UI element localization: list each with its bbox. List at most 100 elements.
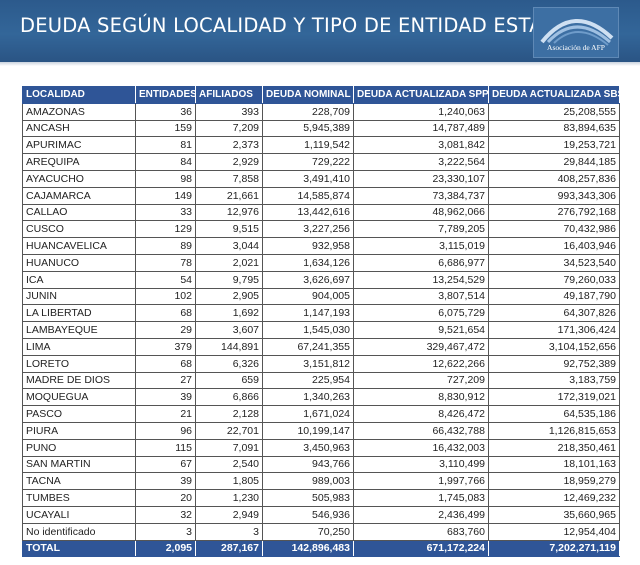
cell-value: 3,491,410 bbox=[262, 169, 354, 188]
cell-value: 129 bbox=[135, 220, 196, 239]
table-row: LAMBAYEQUE 29 3,607 1,545,030 9,521,654 171,3… bbox=[22, 321, 620, 339]
total-row: TOTAL 2,095 287,167 142,896,483 671,172,224 7… bbox=[22, 539, 620, 558]
cell-value: 6,686,977 bbox=[353, 253, 489, 272]
table-row: No identificado 3 3 70,250 683,760 12,954,404 bbox=[22, 522, 620, 541]
cell-value: 7,858 bbox=[195, 169, 263, 188]
table-row: PUNO 115 7,091 3,450,963 16,432,003 218,350,4… bbox=[22, 438, 620, 457]
cell-value: 943,766 bbox=[262, 455, 354, 474]
cell-value: 18,959,279 bbox=[488, 472, 620, 491]
cell-value: 12,622,266 bbox=[353, 354, 489, 373]
cell-value: 16,403,946 bbox=[488, 237, 620, 255]
cell-value: 659 bbox=[195, 371, 263, 390]
cell-value: 96 bbox=[135, 421, 196, 440]
cell-value: 12,954,404 bbox=[488, 522, 620, 541]
cell-value: 144,891 bbox=[195, 337, 263, 356]
cell-localidad: ANCASH bbox=[22, 119, 136, 138]
cell-value: 7,789,205 bbox=[353, 220, 489, 239]
table-row: JUNIN 102 2,905 904,005 3,807,514 49,187,790 bbox=[22, 287, 620, 306]
cell-value: 67 bbox=[135, 455, 196, 474]
cell-value: 9,795 bbox=[195, 270, 263, 289]
table-row: LORETO 68 6,326 3,151,812 12,622,266 92,752,3… bbox=[22, 354, 620, 373]
cell-value: 1,997,766 bbox=[353, 472, 489, 491]
cell-value: 73,384,737 bbox=[353, 186, 489, 205]
cell-value: 70,250 bbox=[262, 522, 354, 541]
cell-value: 23,330,107 bbox=[353, 169, 489, 188]
cell-value: 1,119,542 bbox=[262, 136, 354, 155]
cell-value: 10,199,147 bbox=[262, 421, 354, 440]
page-title: DEUDA SEGÚN LOCALIDAD Y TIPO DE ENTIDAD … bbox=[20, 14, 577, 37]
cell-value: 3,807,514 bbox=[353, 287, 489, 306]
cell-localidad: LA LIBERTAD bbox=[22, 304, 136, 323]
cell-localidad: APURIMAC bbox=[22, 136, 136, 155]
cell-value: 102 bbox=[135, 287, 196, 306]
cell-localidad: MADRE DE DIOS bbox=[22, 371, 136, 390]
table-row: HUANCAVELICA 89 3,044 932,958 3,115,019 16,40… bbox=[22, 237, 620, 255]
cell-value: 19,253,721 bbox=[488, 136, 620, 155]
table-row: AMAZONAS 36 393 228,709 1,240,063 25,208,555 bbox=[22, 102, 620, 121]
debt-table: LOCALIDAD ENTIDADES AFILIADOS DEUDA NOMINAL… bbox=[22, 86, 620, 558]
cell-localidad: ICA bbox=[22, 270, 136, 289]
cell-localidad: TOTAL bbox=[22, 539, 136, 558]
cell-value: 1,126,815,653 bbox=[488, 421, 620, 440]
cell-value: 84 bbox=[135, 153, 196, 171]
cell-value: 35,660,965 bbox=[488, 505, 620, 524]
cell-value: 546,936 bbox=[262, 505, 354, 524]
table-row: UCAYALI 32 2,949 546,936 2,436,499 35,660,965 bbox=[22, 505, 620, 524]
cell-value: 1,545,030 bbox=[262, 321, 354, 339]
cell-value: 92,752,389 bbox=[488, 354, 620, 373]
cell-value: 329,467,472 bbox=[353, 337, 489, 356]
cell-value: 34,523,540 bbox=[488, 253, 620, 272]
cell-value: 12,469,232 bbox=[488, 489, 620, 507]
cell-value: 171,306,424 bbox=[488, 321, 620, 339]
cell-value: 3,626,697 bbox=[262, 270, 354, 289]
cell-value: 408,257,836 bbox=[488, 169, 620, 188]
column-header: LOCALIDAD bbox=[22, 86, 136, 104]
cell-value: 13,442,616 bbox=[262, 203, 354, 222]
cell-localidad: CALLAO bbox=[22, 203, 136, 222]
cell-value: 64,307,826 bbox=[488, 304, 620, 323]
table-row: CUSCO 129 9,515 3,227,256 7,789,205 70,432,98… bbox=[22, 220, 620, 239]
cell-value: 218,350,461 bbox=[488, 438, 620, 457]
cell-value: 8,830,912 bbox=[353, 388, 489, 407]
cell-value: 1,340,263 bbox=[262, 388, 354, 407]
cell-value: 904,005 bbox=[262, 287, 354, 306]
cell-value: 3,044 bbox=[195, 237, 263, 255]
cell-value: 20 bbox=[135, 489, 196, 507]
cell-value: 8,426,472 bbox=[353, 405, 489, 423]
cell-localidad: CUSCO bbox=[22, 220, 136, 239]
arc-logo-icon bbox=[540, 19, 614, 46]
cell-value: 49,187,790 bbox=[488, 287, 620, 306]
cell-value: 33 bbox=[135, 203, 196, 222]
cell-value: 39 bbox=[135, 472, 196, 491]
cell-value: 683,760 bbox=[353, 522, 489, 541]
column-header: DEUDA NOMINAL bbox=[262, 86, 354, 104]
cell-value: 671,172,224 bbox=[353, 539, 489, 558]
cell-value: 3,104,152,656 bbox=[488, 337, 620, 356]
cell-value: 39 bbox=[135, 388, 196, 407]
cell-localidad: TUMBES bbox=[22, 489, 136, 507]
title-banner: DEUDA SEGÚN LOCALIDAD Y TIPO DE ENTIDAD … bbox=[0, 0, 640, 62]
cell-value: 1,671,024 bbox=[262, 405, 354, 423]
cell-value: 18,101,163 bbox=[488, 455, 620, 474]
cell-value: 16,432,003 bbox=[353, 438, 489, 457]
cell-value: 32 bbox=[135, 505, 196, 524]
cell-value: 1,634,126 bbox=[262, 253, 354, 272]
cell-value: 2,949 bbox=[195, 505, 263, 524]
cell-value: 2,929 bbox=[195, 153, 263, 171]
cell-value: 3,183,759 bbox=[488, 371, 620, 390]
cell-value: 68 bbox=[135, 304, 196, 323]
cell-localidad: JUNIN bbox=[22, 287, 136, 306]
cell-value: 54 bbox=[135, 270, 196, 289]
cell-localidad: LIMA bbox=[22, 337, 136, 356]
cell-value: 25,208,555 bbox=[488, 102, 620, 121]
cell-value: 3,450,963 bbox=[262, 438, 354, 457]
table-row: ICA 54 9,795 3,626,697 13,254,529 79,260,033 bbox=[22, 270, 620, 289]
cell-value: 48,962,066 bbox=[353, 203, 489, 222]
cell-value: 83,894,635 bbox=[488, 119, 620, 138]
cell-value: 7,091 bbox=[195, 438, 263, 457]
cell-value: 5,945,389 bbox=[262, 119, 354, 138]
table-row: AREQUIPA 84 2,929 729,222 3,222,564 29,844,18… bbox=[22, 153, 620, 171]
cell-value: 66,432,788 bbox=[353, 421, 489, 440]
cell-localidad: AMAZONAS bbox=[22, 102, 136, 121]
cell-value: 228,709 bbox=[262, 102, 354, 121]
